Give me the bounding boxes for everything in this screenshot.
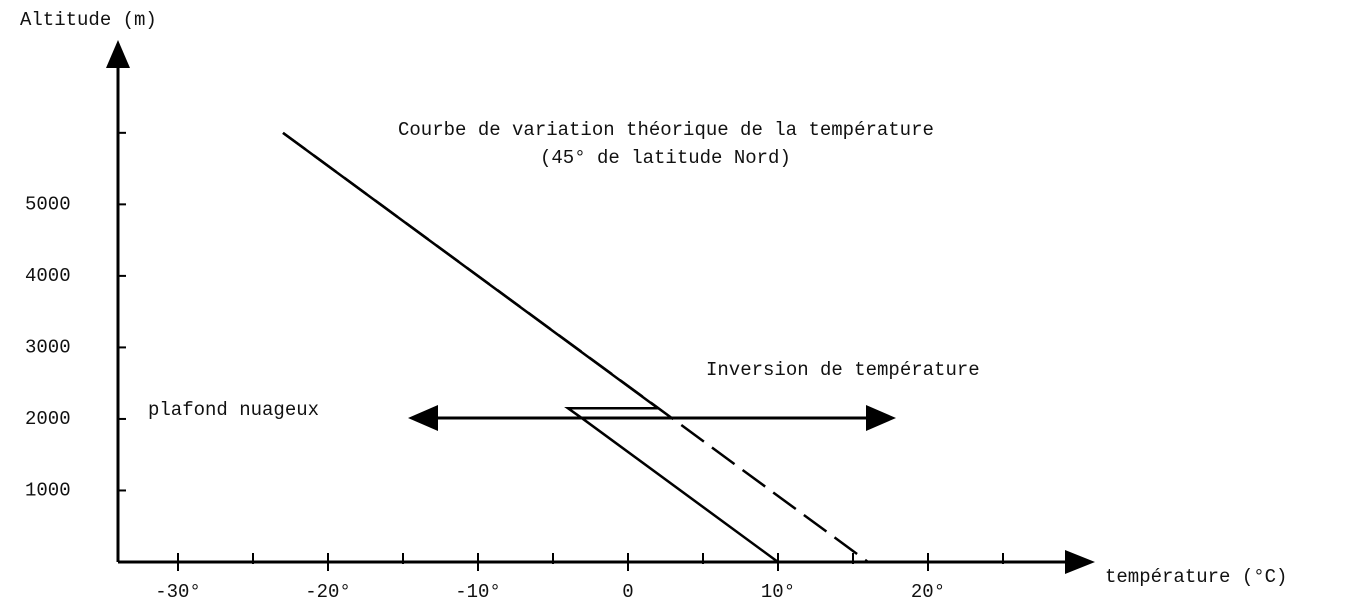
x-axis-label: température (°C) bbox=[1105, 566, 1287, 588]
x-tick-label: 0 bbox=[622, 581, 633, 603]
line-series bbox=[282, 131, 779, 564]
y-tick-label: 2000 bbox=[25, 408, 71, 430]
annotation: Inversion de température bbox=[706, 359, 980, 381]
y-tick-label: 1000 bbox=[25, 479, 71, 501]
line-series bbox=[282, 131, 869, 564]
arrow-head-left bbox=[408, 405, 438, 431]
x-axis-arrow bbox=[1065, 550, 1095, 574]
x-tick-label: -30° bbox=[155, 581, 201, 603]
y-tick-label: 3000 bbox=[25, 336, 71, 358]
annotation: (45° de latitude Nord) bbox=[540, 147, 791, 169]
arrow-head-right bbox=[866, 405, 896, 431]
x-tick-label: 20° bbox=[911, 581, 945, 603]
y-axis-arrow bbox=[106, 40, 130, 68]
y-tick-label: 4000 bbox=[25, 265, 71, 287]
annotation: plafond nuageux bbox=[148, 399, 319, 421]
annotation: Courbe de variation théorique de la temp… bbox=[398, 119, 934, 141]
x-tick-label: -20° bbox=[305, 581, 351, 603]
x-tick-label: 10° bbox=[761, 581, 795, 603]
y-tick-label: 5000 bbox=[25, 193, 71, 215]
y-axis-label: Altitude (m) bbox=[20, 9, 157, 31]
x-tick-label: -10° bbox=[455, 581, 501, 603]
